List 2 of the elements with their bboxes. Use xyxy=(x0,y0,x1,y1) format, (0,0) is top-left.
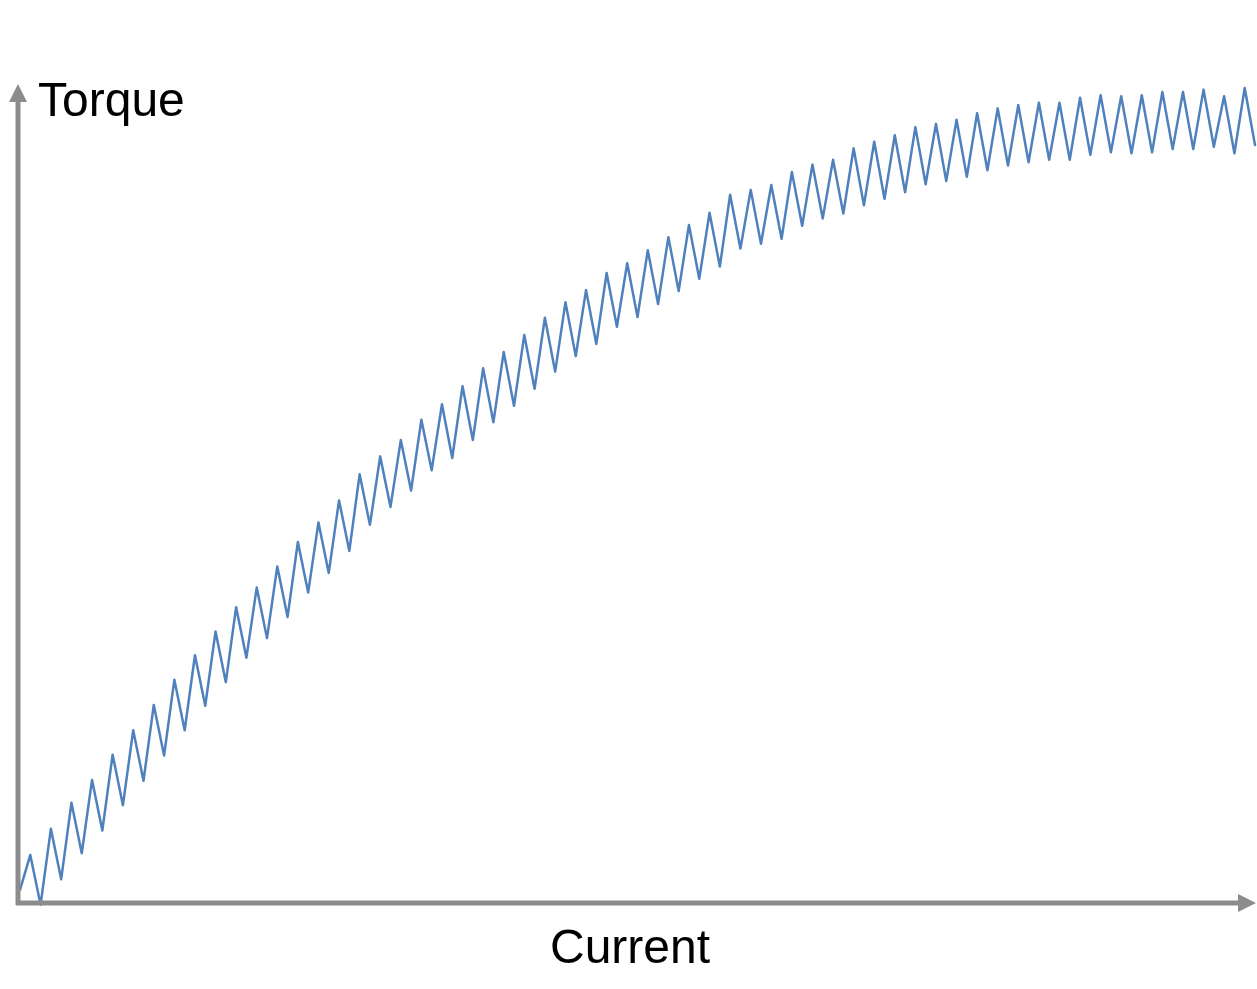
y-axis-title: Torque xyxy=(38,73,185,126)
x-axis-title: Current xyxy=(549,920,711,973)
